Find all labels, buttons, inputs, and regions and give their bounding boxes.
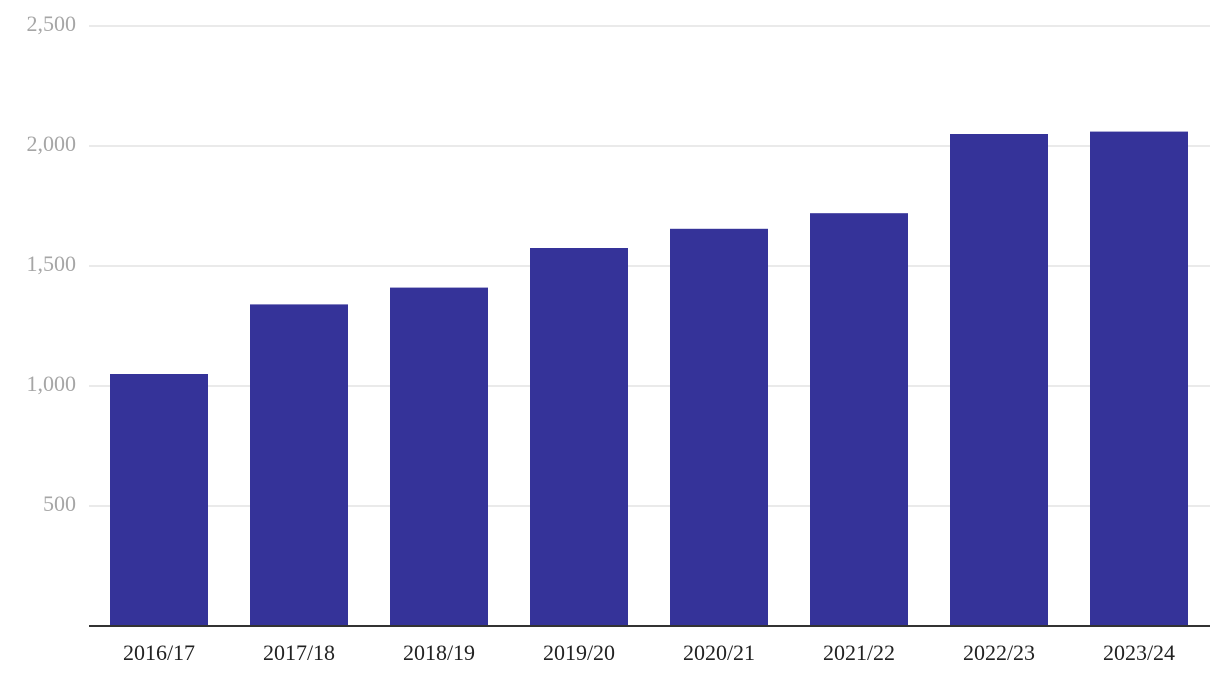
x-tick-label: 2017/18 <box>263 640 335 665</box>
y-tick-label: 1,500 <box>27 251 77 276</box>
bar <box>1090 131 1188 626</box>
x-tick-label: 2016/17 <box>123 640 195 665</box>
x-tick-label: 2022/23 <box>963 640 1035 665</box>
bar <box>110 374 208 626</box>
y-tick-label: 1,000 <box>27 371 77 396</box>
y-tick-label: 2,500 <box>27 11 77 36</box>
x-tick-label: 2020/21 <box>683 640 755 665</box>
x-tick-label: 2018/19 <box>403 640 475 665</box>
y-tick-label: 2,000 <box>27 131 77 156</box>
x-tick-label: 2023/24 <box>1103 640 1175 665</box>
bar <box>530 248 628 626</box>
bar <box>390 287 488 626</box>
bar <box>250 304 348 626</box>
bar <box>670 228 768 627</box>
x-tick-label: 2021/22 <box>823 640 895 665</box>
y-tick-label: 500 <box>43 491 76 516</box>
x-tick-label: 2019/20 <box>543 640 615 665</box>
bar <box>810 213 908 626</box>
bar <box>950 134 1048 626</box>
